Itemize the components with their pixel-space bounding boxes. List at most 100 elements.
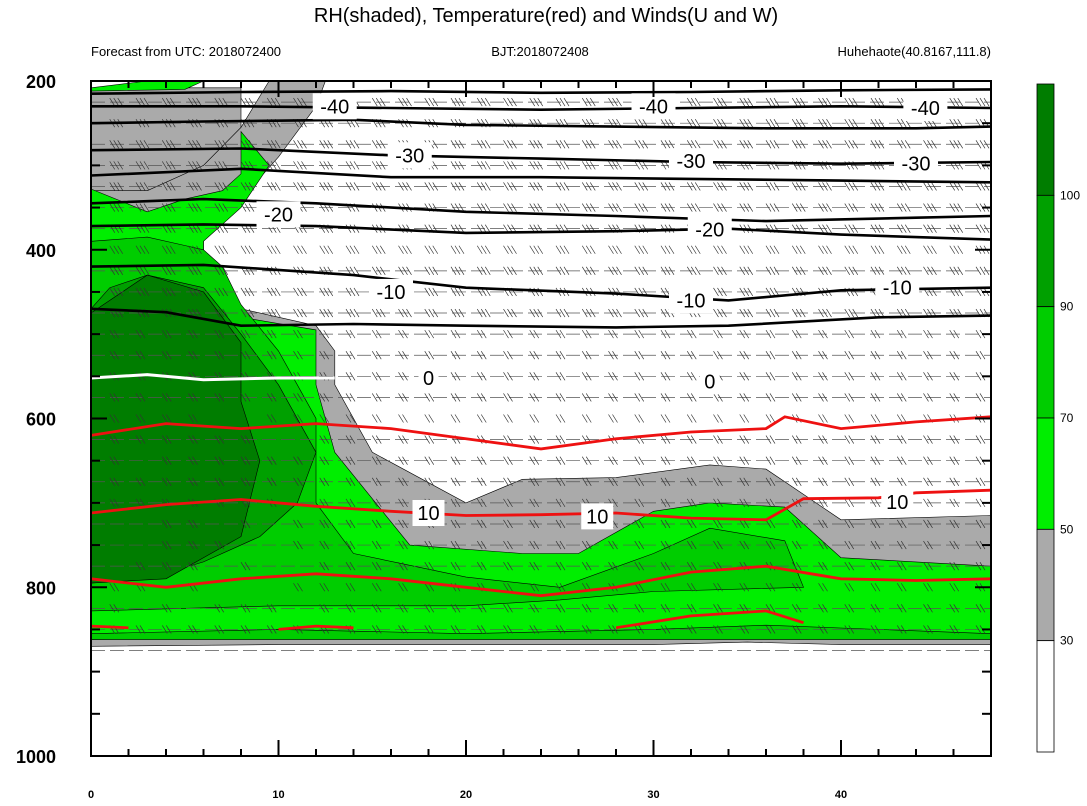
wind-barb (819, 415, 828, 423)
wind-barb (766, 246, 779, 254)
temperature-label-text: -20 (264, 204, 293, 226)
temperature-label: -30 (894, 151, 938, 177)
colorbar-box (1037, 195, 1054, 306)
wind-barb (477, 415, 486, 423)
temperature-label-text: 10 (417, 503, 439, 525)
colorbar-label: 50 (1060, 522, 1074, 536)
wind-barb (609, 246, 622, 254)
colorbar-box (1037, 641, 1054, 752)
wind-barb (687, 415, 696, 423)
colorbar-box (1037, 529, 1054, 640)
x-tick-label: 30 (647, 789, 659, 801)
wind-barb (425, 246, 438, 254)
wind-barb (451, 246, 464, 254)
wind-barb (819, 246, 832, 254)
wind-barb (845, 415, 854, 423)
temperature-label-text: -40 (320, 96, 349, 118)
wind-barb (740, 415, 749, 423)
y-tick-label: 200 (26, 72, 56, 92)
temperature-label: -20 (257, 201, 301, 227)
temperature-label-text: 0 (704, 371, 715, 393)
temperature-label: -40 (903, 95, 947, 121)
wind-barb (294, 246, 307, 254)
wind-barb (897, 415, 906, 423)
wind-barb (897, 246, 910, 254)
wind-barb (504, 246, 517, 254)
temperature-label-text: -40 (911, 98, 940, 120)
x-tick-label: 40 (835, 789, 847, 801)
x-tick-label: 20 (460, 789, 472, 801)
wind-barb (556, 415, 565, 423)
wind-barb (661, 415, 670, 423)
wind-barb (399, 415, 408, 423)
wind-barb (504, 415, 513, 423)
wind-barb (582, 246, 595, 254)
colorbar: 30 50 70 90 100 (1037, 84, 1080, 752)
wind-barb (871, 415, 880, 423)
wind-barb (241, 246, 254, 254)
temperature-label-text: -10 (677, 290, 706, 312)
temperature-label-text: -20 (695, 220, 724, 242)
temperature-label: -40 (632, 93, 676, 119)
wind-barb (267, 246, 280, 254)
temperature-label: -30 (388, 142, 432, 168)
wind-barb (635, 415, 644, 423)
colorbar-box (1037, 307, 1054, 418)
station-subtitle: Huhehaote(40.8167,111.8) (838, 44, 991, 59)
temperature-label: -10 (875, 275, 919, 301)
colorbar-label: 30 (1060, 634, 1074, 648)
colorbar-box (1037, 418, 1054, 529)
temperature-label: 10 (881, 489, 913, 515)
wind-barb (845, 246, 858, 254)
colorbar-label: 100 (1060, 188, 1080, 202)
colorbar-box (1037, 84, 1054, 195)
y-tick-label: 400 (26, 241, 56, 261)
temperature-label: -30 (669, 148, 713, 174)
wind-barb (372, 246, 385, 254)
colorbar-label: 90 (1060, 300, 1074, 314)
wind-barb (950, 246, 963, 254)
temperature-label-text: 10 (886, 492, 908, 514)
temperature-label: -10 (369, 279, 413, 305)
forecast-subtitle: Forecast from UTC: 2018072400 (91, 44, 281, 59)
temperature-label-text: -10 (883, 278, 912, 300)
temperature-label: -40 (313, 93, 357, 119)
y-tick-label: 1000 (16, 747, 56, 767)
temperature-contour-black (91, 224, 991, 239)
temperature-label: 10 (413, 500, 445, 526)
wind-barb (609, 415, 618, 423)
wind-barb (714, 246, 727, 254)
y-tick-label: 800 (26, 578, 56, 598)
wind-barb (792, 246, 805, 254)
wind-barb (530, 246, 543, 254)
y-tick-label: 600 (26, 410, 56, 430)
wind-barb (661, 246, 674, 254)
colorbar-label: 70 (1060, 411, 1074, 425)
wind-barb (871, 246, 884, 254)
figure: RH(shaded), Temperature(red) and Winds(U… (0, 0, 1087, 806)
temperature-contour-red (91, 626, 129, 628)
wind-barb (714, 415, 723, 423)
x-tick-label: 0 (88, 789, 94, 801)
wind-barb (687, 246, 700, 254)
wind-barb (399, 246, 412, 254)
wind-barb (425, 415, 434, 423)
temperature-label-text: 0 (423, 368, 434, 390)
wind-barb (320, 246, 333, 254)
temperature-label-text: 10 (586, 506, 608, 528)
x-tick-label: 10 (272, 789, 284, 801)
chart-title: RH(shaded), Temperature(red) and Winds(U… (314, 5, 778, 27)
temperature-label: 0 (700, 368, 720, 394)
temperature-label-text: -30 (677, 151, 706, 173)
temperature-label: -10 (669, 287, 713, 313)
wind-barb (346, 246, 359, 254)
temperature-label: 10 (581, 503, 613, 529)
temperature-label: -20 (688, 217, 732, 243)
rh-shading (91, 81, 991, 646)
temperature-label: 0 (419, 365, 439, 391)
temperature-label-text: -10 (377, 282, 406, 304)
wind-barb (372, 415, 381, 423)
temperature-label-text: -30 (395, 145, 424, 167)
wind-barb (530, 415, 539, 423)
wind-barb (740, 246, 753, 254)
